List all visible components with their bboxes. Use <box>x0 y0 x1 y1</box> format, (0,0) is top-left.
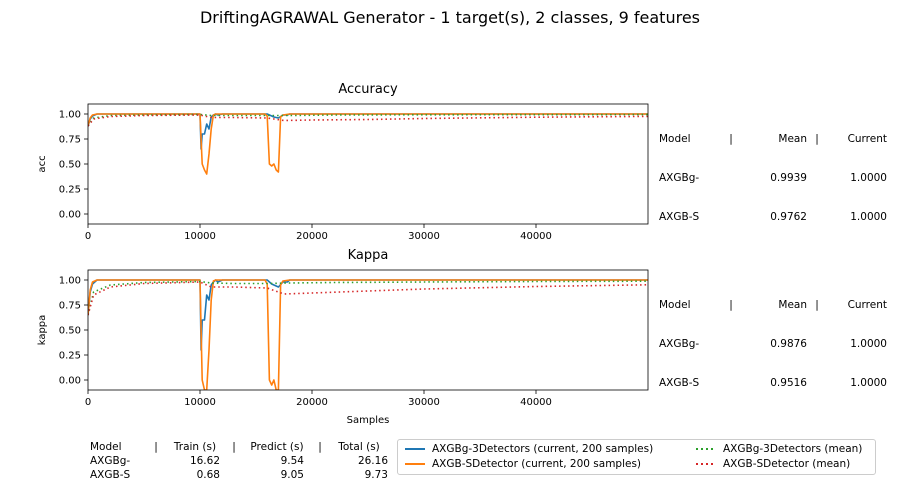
y-tick-label: 0.75 <box>59 135 81 146</box>
timing-header-train: Train (s) <box>173 441 217 453</box>
stats-header: Model | Mean | Current <box>659 299 887 312</box>
stats-header-sep: | <box>729 133 733 145</box>
timing-header-sep: | <box>318 441 322 453</box>
kappa-y-axis-label: kappa <box>37 315 48 346</box>
stats-current: 1.0000 <box>850 172 887 184</box>
stats-row: AXGB-S 0.9762 1.0000 <box>659 211 887 224</box>
timing-table: Model | Train (s) | Predict (s) | Total … <box>90 440 390 482</box>
legend-item: AXGBg-3Detectors (mean) <box>695 443 862 455</box>
stats-header-model: Model <box>659 299 691 311</box>
y-tick-label: 0.75 <box>59 301 81 312</box>
y-tick-label: 0.25 <box>59 185 81 196</box>
stats-model: AXGBg- <box>659 172 700 184</box>
stats-current: 1.0000 <box>850 338 887 350</box>
timing-header-model: Model <box>90 441 122 453</box>
y-tick-label: 0.50 <box>59 160 81 171</box>
y-tick-label: 1.00 <box>59 276 81 287</box>
accuracy-series-line-3 <box>88 114 648 127</box>
accuracy-title: Accuracy <box>338 82 398 97</box>
kappa-series-line-0 <box>88 279 648 351</box>
stats-header: Model | Mean | Current <box>659 133 887 146</box>
legend-label: AXGBg-3Detectors (mean) <box>723 443 863 455</box>
legend-swatch-dotted-green <box>696 448 716 450</box>
timing-header: Model | Train (s) | Predict (s) | Total … <box>90 440 390 454</box>
legend-item: AXGB-SDetector (current, 200 samples) <box>404 458 641 470</box>
legend-label: AXGB-SDetector (current, 200 samples) <box>432 458 642 470</box>
timing-model: AXGBg- <box>90 455 131 467</box>
stats-current: 1.0000 <box>850 211 887 223</box>
legend-swatch-solid-blue <box>405 448 425 450</box>
stats-mean: 0.9762 <box>770 211 807 223</box>
legend-swatch-dotted-red <box>696 463 716 465</box>
x-tick-label: 20000 <box>296 397 328 408</box>
y-tick-label: 0.50 <box>59 326 81 337</box>
timing-predict: 9.05 <box>280 469 304 481</box>
x-tick-label: 40000 <box>520 231 552 242</box>
timing-predict: 9.54 <box>280 455 304 467</box>
legend-item: AXGB-SDetector (mean) <box>695 458 850 470</box>
x-tick-label: 20000 <box>296 231 328 242</box>
timing-row: AXGB-S 0.68 9.05 9.73 <box>90 468 390 482</box>
kappa-stats-table: Model | Mean | Current AXGBg- 0.9876 1.0… <box>659 273 887 416</box>
y-tick-label: 0.25 <box>59 351 81 362</box>
x-tick-label: 10000 <box>184 397 216 408</box>
timing-train: 0.68 <box>196 469 220 481</box>
stats-row: AXGBg- 0.9876 1.0000 <box>659 338 887 351</box>
stats-current: 1.0000 <box>850 377 887 389</box>
stats-mean: 0.9876 <box>770 338 807 350</box>
stats-mean: 0.9939 <box>770 172 807 184</box>
kappa-series-line-1 <box>88 279 648 390</box>
y-tick-label: 1.00 <box>59 110 81 121</box>
legend-item: AXGBg-3Detectors (current, 200 samples) <box>404 443 653 455</box>
stats-header-current: Current <box>847 133 887 145</box>
stats-header-sep: | <box>729 299 733 311</box>
accuracy-series-line-1 <box>88 113 648 175</box>
stats-mean: 0.9516 <box>770 377 807 389</box>
timing-model: AXGB-S <box>90 469 131 481</box>
accuracy-stats-table: Model | Mean | Current AXGBg- 0.9939 1.0… <box>659 107 887 250</box>
timing-header-sep: | <box>154 441 158 453</box>
x-tick-label: 30000 <box>408 397 440 408</box>
stats-model: AXGB-S <box>659 377 700 389</box>
stats-row: AXGBg- 0.9939 1.0000 <box>659 172 887 185</box>
timing-train: 16.62 <box>189 455 220 467</box>
x-tick-label: 30000 <box>408 231 440 242</box>
timing-total: 26.16 <box>357 455 388 467</box>
accuracy-y-axis-label: acc <box>37 155 48 172</box>
timing-row: AXGBg- 16.62 9.54 26.16 <box>90 454 390 468</box>
stats-header-sep: | <box>815 299 819 311</box>
legend-swatch-solid-orange <box>405 463 425 465</box>
timing-header-sep: | <box>232 441 236 453</box>
stats-header-model: Model <box>659 133 691 145</box>
stats-header-current: Current <box>847 299 887 311</box>
legend: AXGBg-3Detectors (current, 200 samples) … <box>397 439 876 475</box>
timing-header-total: Total (s) <box>338 441 380 453</box>
stats-header-mean: Mean <box>778 299 807 311</box>
accuracy-axes-frame <box>87 103 649 225</box>
stats-model: AXGB-S <box>659 211 700 223</box>
kappa-series-line-2 <box>88 280 648 316</box>
x-tick-label: 0 <box>85 397 91 408</box>
x-axis-label: Samples <box>347 415 390 426</box>
y-tick-label: 0.00 <box>59 376 81 387</box>
x-tick-label: 10000 <box>184 231 216 242</box>
timing-header-predict: Predict (s) <box>250 441 304 453</box>
legend-label: AXGBg-3Detectors (current, 200 samples) <box>432 443 654 455</box>
kappa-title: Kappa <box>347 248 389 263</box>
x-tick-label: 0 <box>85 231 91 242</box>
stats-header-mean: Mean <box>778 133 807 145</box>
legend-label: AXGB-SDetector (mean) <box>723 458 851 470</box>
x-tick-label: 40000 <box>520 397 552 408</box>
y-tick-label: 0.00 <box>59 210 81 221</box>
stats-model: AXGBg- <box>659 338 700 350</box>
kappa-series-line-3 <box>88 281 648 316</box>
timing-total: 9.73 <box>364 469 388 481</box>
figure-title: DriftingAGRAWAL Generator - 1 target(s),… <box>199 8 700 27</box>
stats-header-sep: | <box>815 133 819 145</box>
kappa-axes-frame <box>87 269 649 391</box>
stats-row: AXGB-S 0.9516 1.0000 <box>659 377 887 390</box>
